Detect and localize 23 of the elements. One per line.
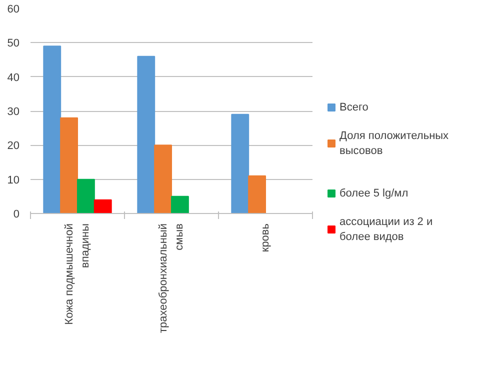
y-tick-label: 40 xyxy=(7,72,20,84)
legend-label: Всего xyxy=(340,102,368,114)
bar xyxy=(248,175,266,214)
y-tick-label: 50 xyxy=(7,38,20,50)
x-tick-label: кровь xyxy=(260,223,272,252)
y-tick-label: 60 xyxy=(7,4,20,16)
bar xyxy=(171,196,189,214)
legend-label: Доля положительных высовов xyxy=(340,130,450,157)
bar xyxy=(154,144,172,214)
legend-label: более 5 lg/мл xyxy=(340,188,408,200)
y-tick-label: 0 xyxy=(13,208,20,220)
y-tick-label: 10 xyxy=(7,174,20,186)
bar xyxy=(43,46,62,214)
bar xyxy=(77,178,95,214)
y-tick-label: 30 xyxy=(7,106,20,118)
y-tick-label: 20 xyxy=(7,140,20,152)
x-tick-label: трахеобронхиальный смыв xyxy=(157,223,186,334)
bar xyxy=(94,199,112,214)
x-tick-label: Кожа подмышечной впадины xyxy=(63,223,92,325)
legend-label: ассоциации из 2 и более видов xyxy=(340,216,433,243)
bar xyxy=(231,114,250,214)
bar xyxy=(60,117,78,214)
bar xyxy=(137,56,156,214)
